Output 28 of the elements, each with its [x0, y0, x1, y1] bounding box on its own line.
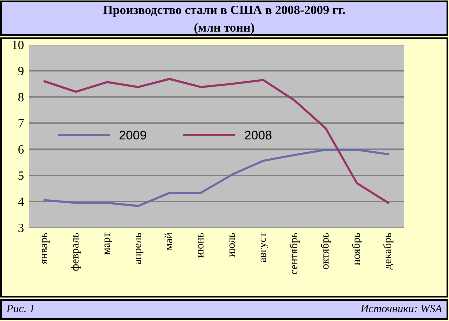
text: Рис. 1	[6, 305, 34, 313]
x-tick-label: октябрь	[320, 233, 332, 270]
y-tick-label: 3	[18, 224, 24, 232]
x-tick-label: декабрь	[383, 233, 394, 270]
y-tick-label: 9	[18, 67, 24, 76]
y-tick-label: 6	[18, 146, 24, 154]
x-tick-label: январь	[42, 233, 50, 264]
line-series	[44, 148, 390, 208]
y-tick-label: 8	[18, 93, 24, 102]
x-tick-label: апрель	[136, 233, 144, 264]
y-tick-label: 7	[18, 120, 24, 128]
x-tick-label: март	[104, 232, 112, 255]
x-tick-label: август	[260, 232, 269, 262]
y-tick-label: 5	[18, 172, 24, 180]
x-tick-label: май	[164, 233, 173, 250]
line-series	[44, 78, 390, 204]
x-tick-label: июль	[230, 233, 236, 258]
chart-subtitle: (млн тонн)	[194, 23, 254, 35]
x-tick-label: сентябрь	[290, 233, 300, 274]
x-tick-label: июнь	[198, 233, 204, 258]
x-tick-label: ноябрь	[352, 233, 362, 266]
legend-label: 2009	[120, 130, 146, 140]
chart-title: Производство стали в США в 2008-2009 гг.	[104, 6, 346, 17]
x-tick-label: февраль	[71, 233, 82, 271]
y-tick-label: 10	[12, 40, 24, 50]
legend-label: 2008	[245, 130, 272, 140]
text: Источники: WSA	[360, 305, 442, 313]
y-tick-label: 4	[18, 198, 24, 206]
